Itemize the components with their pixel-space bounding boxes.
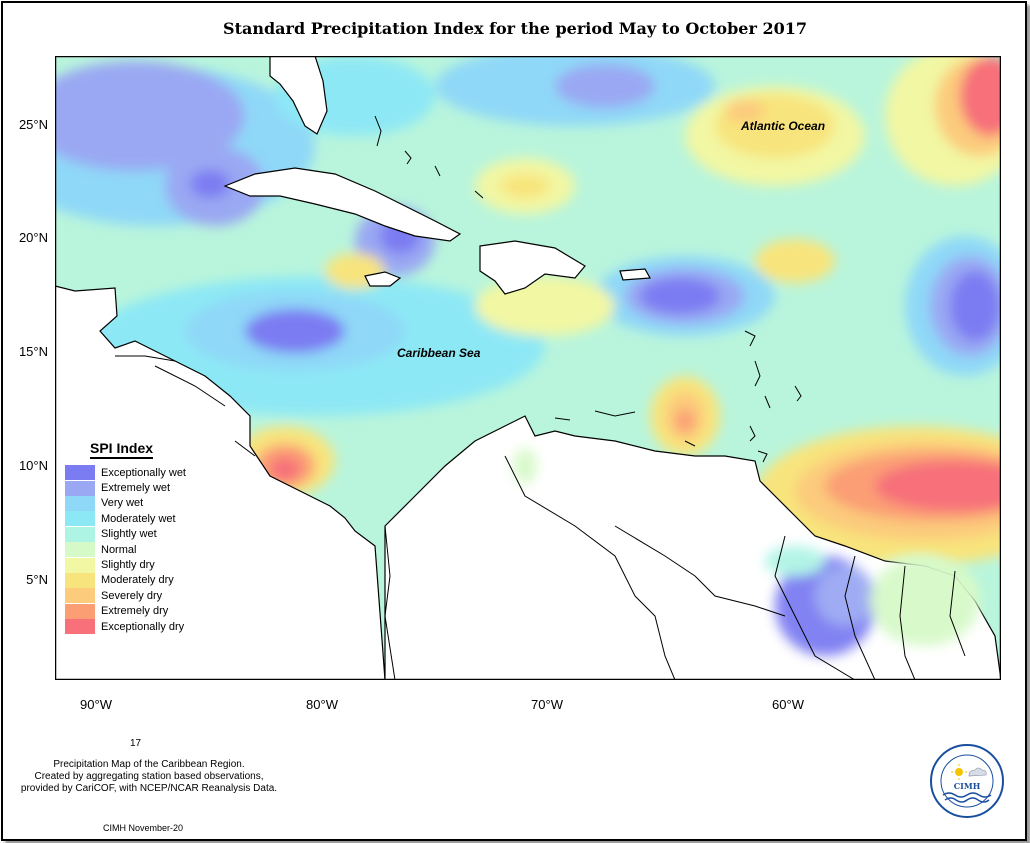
legend-item: Severely dry [65,588,225,604]
legend-label: Normal [101,543,137,556]
legend-item: Extremely wet [65,480,225,496]
footer-line-3: provided by CariCOF, with NCEP/NCAR Rean… [20,783,278,794]
page-number: 17 [130,738,142,749]
atlantic-ocean-label: Atlantic Ocean [741,119,826,133]
lat-tick-15n: 15°N [18,344,48,359]
legend-item: Slightly wet [65,526,225,542]
footer-line-2: Created by aggregating station based obs… [34,771,264,782]
legend-swatch [65,603,95,619]
spi-map [55,56,1001,680]
legend-item: Moderately wet [65,511,225,527]
lat-tick-20n: 20°N [18,230,48,245]
footer-line-1: Precipitation Map of the Caribbean Regio… [53,759,245,770]
legend-swatch [65,511,95,527]
legend-item: Exceptionally wet [65,465,225,481]
lat-tick-25n: 25°N [18,117,48,132]
jamaica-island [364,271,402,287]
puerto-rico-island [619,268,651,281]
legend-item: Normal [65,542,225,558]
map-border [55,56,1001,680]
cimh-logo: CIMH [929,743,1005,819]
logo-text: CIMH [954,781,981,791]
map-title: Standard Precipitation Index for the per… [223,19,807,38]
caribbean-sea-label: Caribbean Sea [397,346,481,360]
legend-swatch [65,495,95,511]
legend-label: Extremely wet [101,482,171,495]
lon-tick-80w: 80°W [306,697,338,712]
legend-label: Slightly wet [101,528,157,541]
legend-item: Very wet [65,495,225,511]
lon-tick-90w: 90°W [80,697,112,712]
spi-legend: SPI Index Exceptionally wet Extremely wet… [65,440,225,635]
lat-tick-5n: 5°N [26,572,48,587]
legend-swatch [65,542,95,558]
legend-label: Slightly dry [101,559,155,572]
legend-item: Extremely dry [65,603,225,619]
legend-swatch [65,588,95,604]
small-islands [374,115,802,463]
country-borders [115,355,966,680]
lon-tick-70w: 70°W [531,697,563,712]
footer-credit: CIMH November-20 [103,823,184,833]
legend-item: Exceptionally dry [65,619,225,635]
legend-swatch [65,572,95,588]
legend-label: Severely dry [101,589,163,602]
legend-label: Moderately dry [101,574,174,587]
legend-swatch [65,526,95,542]
legend-item: Slightly dry [65,557,225,573]
legend-item: Moderately dry [65,572,225,588]
florida-land [269,56,328,135]
lon-tick-60w: 60°W [772,697,804,712]
legend-items: Exceptionally wet Extremely wet Very wet Mo… [65,465,225,635]
footer-description: Precipitation Map of the Caribbean Regio… [8,759,290,795]
legend-label: Exceptionally wet [101,466,186,479]
legend-label: Very wet [101,497,144,510]
legend-swatch [65,480,95,496]
legend-label: Exceptionally dry [101,620,185,633]
legend-swatch [65,557,95,573]
legend-title: SPI Index [90,440,154,459]
cuba-island [223,167,462,242]
cimh-logo-icon: CIMH [930,744,1004,818]
lat-tick-10n: 10°N [18,458,48,473]
legend-label: Extremely dry [101,605,169,618]
legend-swatch [65,465,95,481]
hispaniola-island [479,240,586,295]
central-america-land [55,285,386,680]
legend-label: Moderately wet [101,512,176,525]
legend-swatch [65,619,95,635]
spi-map-canvas [55,56,1001,680]
